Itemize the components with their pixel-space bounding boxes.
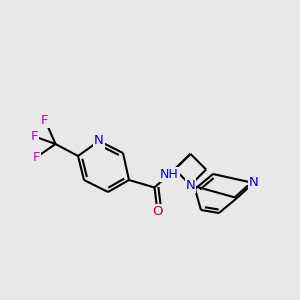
Text: NH: NH [160, 167, 179, 181]
Text: O: O [152, 205, 163, 218]
Text: F: F [41, 113, 49, 127]
Text: N: N [94, 134, 104, 148]
Text: F: F [31, 130, 38, 143]
Text: N: N [249, 176, 258, 190]
Text: N: N [186, 178, 195, 192]
Text: F: F [32, 151, 40, 164]
